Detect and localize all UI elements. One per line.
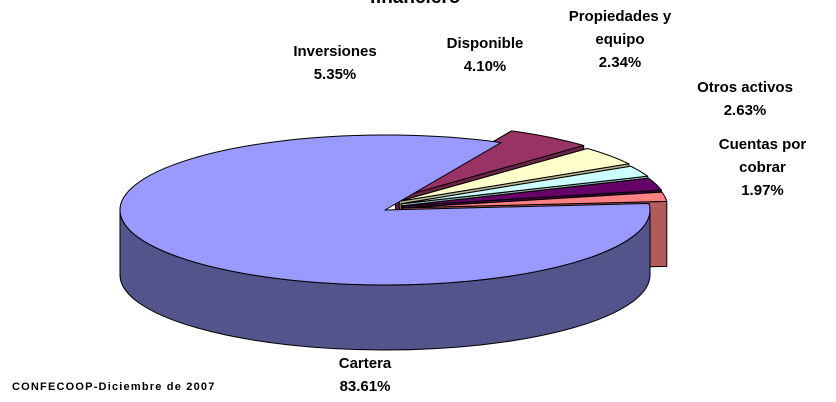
chart-title: financiero [0,0,830,9]
slice [402,191,668,209]
slice [398,147,630,202]
category-name: Disponible [446,35,524,52]
slice-label: Cuentas por cobrar 1.97% [700,133,825,202]
value-label: 1.97% [741,182,784,199]
value-label: 4.10% [463,58,507,75]
slice-label: Inversiones 5.35% [270,40,400,86]
slice-label: Otros activos 2.63% [670,76,820,122]
value-label: 2.63% [723,102,767,119]
value-label: 83.61% [339,378,391,395]
slice [400,165,649,205]
category-name: Cuentas por cobrar [718,136,807,176]
slice-label: Propiedades y equipo 2.34% [560,5,680,74]
category-name: Cartera [338,355,392,372]
slice-label: Cartera 83.61% [300,352,430,398]
slice [119,134,651,286]
category-name: Inversiones [293,43,377,60]
value-label: 5.35% [313,66,357,83]
category-name: Otros activos [697,79,793,96]
source-note: CONFECOOP-Diciembre de 2007 [12,381,216,393]
value-label: 2.34% [598,54,642,71]
slice [394,130,585,199]
slice-label: Disponible 4.10% [420,32,550,78]
slice [401,177,662,207]
category-name: Propiedades y equipo [568,8,672,48]
